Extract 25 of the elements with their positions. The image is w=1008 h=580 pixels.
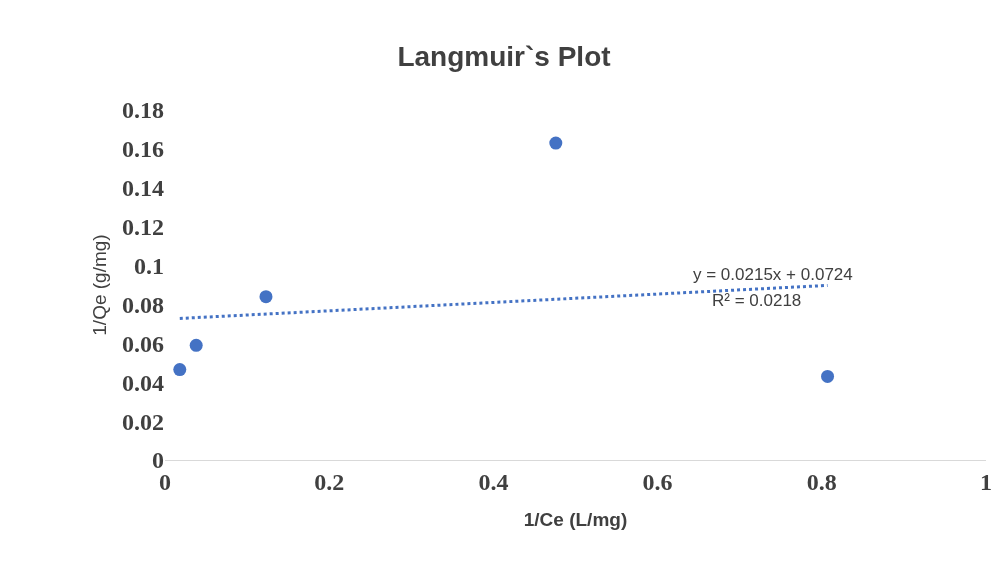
x-tick-label: 0.8 [806,468,837,495]
point [549,136,563,150]
y-tick-label: 0.06 [122,330,164,357]
point [821,369,835,383]
y-tick-label: 0.18 [122,97,164,124]
point [259,290,273,304]
chart-title: Langmuir`s Plot [397,41,611,72]
y-tick-label: 0.16 [122,136,164,163]
annotation: R² = 0.0218 [712,291,802,310]
y-axis-title: 1/Qe (g/mg) [88,234,110,336]
x-tick-label: 1 [980,468,992,495]
point [173,363,187,377]
x-tick-label: 0.4 [478,468,509,495]
y-tick-label: 0.1 [134,252,164,279]
x-tick-label: 0.6 [642,468,673,495]
y-tick-label: 0 [152,447,164,474]
y-tick-label: 0.12 [122,214,164,241]
y-tick-label: 0.02 [122,408,164,435]
x-tick-label: 0.2 [314,468,345,495]
point [189,338,203,352]
x-axis-title: 1/Ce (L/mg) [523,508,628,530]
y-tick-label: 0.08 [122,291,164,318]
y-tick-label: 0.14 [122,175,164,202]
annotation: y = 0.0215x + 0.0724 [693,265,853,284]
y-tick-label: 0.04 [122,369,164,396]
